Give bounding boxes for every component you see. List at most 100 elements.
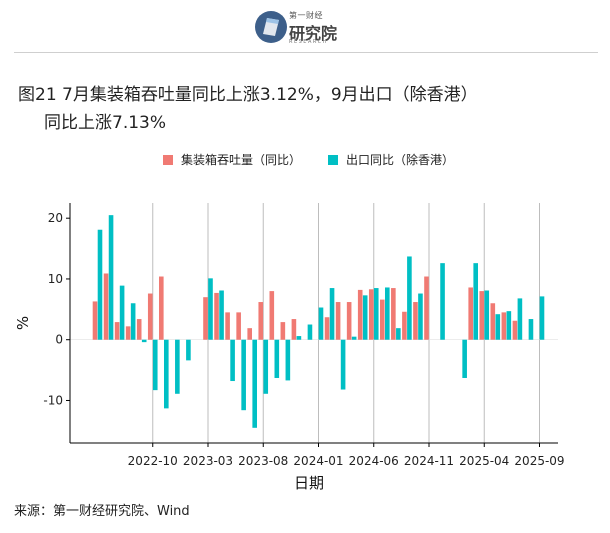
- brand-name: 研究院: [289, 24, 338, 43]
- bar-export-2022-06: [108, 215, 114, 340]
- bar-export-2025-09: [539, 296, 545, 340]
- bar-throughput-2023-09: [269, 291, 275, 340]
- bar-export-2022-07: [119, 285, 125, 340]
- chart-legend: 集装箱吞吐量（同比） 出口同比（除香港）: [163, 152, 454, 167]
- bar-export-2023-03: [208, 278, 213, 340]
- bar-throughput-2024-06: [368, 289, 374, 340]
- bar-throughput-2022-08: [125, 326, 131, 340]
- y-tick-label: -10: [43, 393, 63, 407]
- bar-export-2024-02: [329, 288, 335, 340]
- x-tick-label: 2022-10: [128, 454, 178, 468]
- y-axis-title: %: [14, 316, 32, 330]
- bar-throughput-2024-10: [413, 302, 418, 340]
- x-tick-label: 2025-09: [514, 454, 564, 468]
- chart-labels: -10 0 10 20 2022-10 2023-03 2023-08 2024-01 2024…: [14, 211, 565, 492]
- x-tick-label: 2024-11: [404, 454, 454, 468]
- bar-export-2024-08: [396, 328, 401, 340]
- bar-throughput-2024-05: [357, 289, 363, 340]
- bar-export-2024-04: [351, 336, 357, 340]
- bar-export-2024-06: [373, 288, 379, 340]
- legend-label-0: 集装箱吞吐量（同比）: [181, 152, 301, 167]
- x-tick-label: 2023-08: [238, 454, 288, 468]
- bar-export-2025-03: [473, 263, 478, 340]
- bar-export-2022-12: [175, 339, 180, 394]
- bar-throughput-2022-05: [92, 301, 98, 340]
- chart-title-line-2: 同比上涨7.13%: [44, 113, 167, 133]
- bar-export-2025-08: [528, 319, 534, 340]
- bar-throughput-2023-03: [203, 297, 208, 340]
- bar-export-2022-10: [152, 339, 158, 391]
- chart-bars: [92, 215, 545, 428]
- bar-throughput-2024-04: [346, 302, 352, 340]
- x-axis-title: 日期: [294, 474, 324, 492]
- bar-export-2023-06: [241, 339, 246, 411]
- brand-logo-icon: [255, 11, 287, 43]
- bar-export-2024-07: [385, 287, 390, 340]
- bar-throughput-2022-10: [147, 293, 153, 340]
- bar-export-2025-04: [484, 290, 490, 340]
- bar-export-2023-12: [307, 324, 313, 340]
- bar-throughput-2023-08: [258, 302, 264, 340]
- bar-export-2024-01: [318, 307, 324, 340]
- bar-export-2023-05: [230, 339, 235, 382]
- y-tick-label: 0: [55, 333, 63, 347]
- x-tick-label: 2025-04: [459, 454, 509, 468]
- bar-throughput-2024-03: [335, 302, 341, 340]
- bar-export-2023-10: [285, 339, 291, 381]
- bar-throughput-2024-09: [402, 311, 407, 340]
- bar-throughput-2025-06: [501, 312, 507, 340]
- bar-throughput-2023-07: [247, 328, 252, 340]
- bar-throughput-2023-05: [225, 312, 230, 340]
- bar-export-2025-02: [462, 339, 467, 378]
- header-divider: [14, 52, 598, 53]
- bar-export-2025-07: [517, 298, 523, 340]
- bar-export-2022-11: [164, 339, 169, 409]
- bar-throughput-2024-08: [391, 288, 396, 340]
- bar-export-2023-08: [263, 339, 269, 394]
- bar-export-2023-11: [296, 336, 302, 340]
- bar-throughput-2025-04: [479, 291, 485, 340]
- bar-export-2022-08: [130, 303, 136, 340]
- report-header: 第一财经 研究院 RESEARCH: [0, 0, 610, 56]
- bar-export-2022-05: [97, 229, 103, 340]
- chart-axes: [66, 203, 558, 447]
- bar-throughput-2023-06: [236, 312, 241, 340]
- bar-export-2024-09: [407, 256, 412, 340]
- bar-throughput-2024-07: [380, 299, 385, 340]
- x-tick-label: 2023-03: [183, 454, 233, 468]
- y-tick-label: 20: [48, 211, 63, 225]
- bar-export-2023-01: [186, 339, 191, 361]
- chart-gridlines: [70, 203, 558, 443]
- bar-export-2023-04: [219, 290, 224, 340]
- bar-export-2025-05: [495, 314, 501, 340]
- brand-small-text: 第一财经: [289, 11, 323, 20]
- bar-throughput-2024-11: [424, 276, 429, 340]
- brand-sub: RESEARCH: [289, 39, 328, 45]
- bar-throughput-2022-11: [159, 276, 164, 340]
- bar-throughput-2025-03: [468, 287, 473, 340]
- bar-export-2023-07: [252, 339, 257, 428]
- bar-chart: 集装箱吞吐量（同比） 出口同比（除香港） -10 0 10 20 2022-10 2023-…: [14, 152, 565, 492]
- chart-title-line-1: 图21 7月集装箱吞吐量同比上涨3.12%，9月出口（除香港）: [18, 85, 478, 105]
- bar-export-2025-06: [506, 311, 512, 340]
- bar-export-2024-10: [418, 293, 423, 340]
- bar-throughput-2025-07: [512, 320, 518, 340]
- bar-export-2022-09: [141, 339, 147, 343]
- bar-throughput-2023-10: [280, 322, 286, 340]
- bar-throughput-2022-06: [103, 273, 109, 340]
- bar-throughput-2023-11: [291, 319, 297, 340]
- bar-export-2024-03: [340, 339, 346, 390]
- bar-throughput-2025-05: [490, 303, 496, 340]
- bar-export-2024-12: [440, 263, 445, 340]
- legend-label-1: 出口同比（除香港）: [346, 152, 454, 167]
- bar-throughput-2023-04: [214, 292, 219, 340]
- bar-throughput-2022-09: [136, 319, 142, 340]
- legend-swatch-1: [328, 155, 338, 165]
- legend-swatch-0: [163, 155, 173, 165]
- bar-throughput-2024-02: [324, 317, 330, 340]
- bar-export-2024-05: [362, 295, 368, 340]
- source-note: 来源：第一财经研究院、Wind: [14, 504, 190, 519]
- x-tick-label: 2024-06: [349, 454, 399, 468]
- bar-export-2023-09: [274, 339, 280, 378]
- bar-throughput-2022-07: [114, 322, 120, 340]
